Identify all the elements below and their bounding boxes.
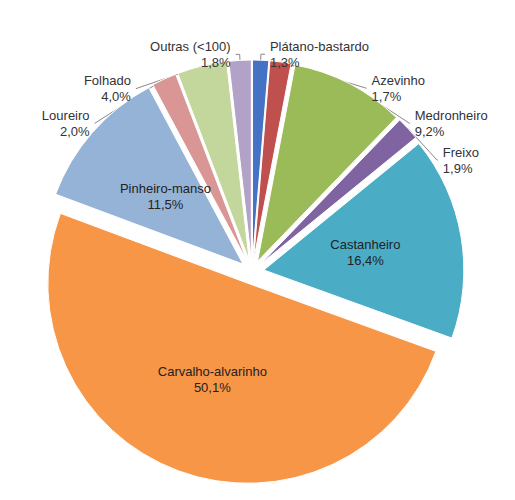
svg-text:Outras (<100): Outras (<100) [150, 39, 231, 54]
svg-text:Freixo: Freixo [443, 145, 479, 160]
svg-text:Medronheiro: Medronheiro [415, 108, 488, 123]
svg-text:Loureiro: Loureiro [42, 108, 90, 123]
svg-text:1,7%: 1,7% [372, 89, 402, 104]
svg-text:1,8%: 1,8% [201, 55, 231, 70]
svg-text:11,5%: 11,5% [147, 197, 183, 212]
svg-text:1,9%: 1,9% [443, 161, 473, 176]
svg-text:9,2%: 9,2% [415, 124, 445, 139]
svg-text:50,1%: 50,1% [194, 380, 231, 395]
svg-text:2,0%: 2,0% [60, 124, 90, 139]
svg-text:1,3%: 1,3% [270, 55, 300, 70]
svg-text:Carvalho-alvarinho: Carvalho-alvarinho [158, 364, 267, 379]
svg-text:16,4%: 16,4% [347, 253, 384, 268]
svg-text:Folhado: Folhado [84, 73, 131, 88]
svg-text:Azevinho: Azevinho [372, 73, 425, 88]
svg-text:4,0%: 4,0% [101, 89, 131, 104]
svg-text:Pinheiro-manso: Pinheiro-manso [120, 181, 211, 196]
svg-text:Castanheiro: Castanheiro [330, 237, 400, 252]
svg-text:Plátano-bastardo: Plátano-bastardo [270, 39, 369, 54]
